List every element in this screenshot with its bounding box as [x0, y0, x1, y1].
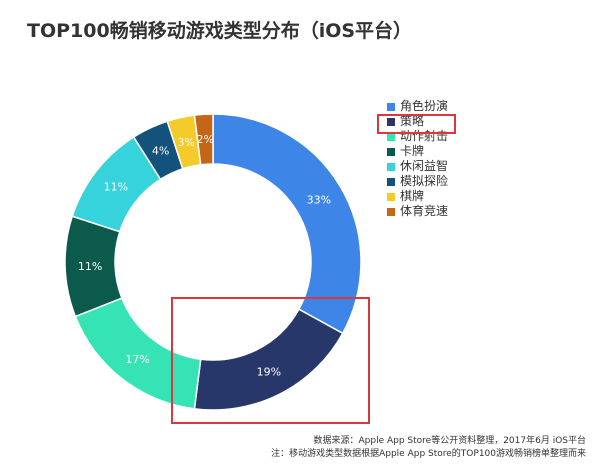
slice-label-0: 33%: [307, 193, 331, 206]
slice-label-6: 3%: [177, 136, 194, 149]
footer: 数据来源：Apple App Store等公开资料整理，2017年6月 iOS平…: [271, 435, 586, 461]
legend-item-3: 卡牌: [387, 144, 448, 159]
legend-swatch-3: [387, 147, 395, 156]
legend-item-6: 棋牌: [387, 189, 448, 204]
legend-swatch-6: [387, 192, 395, 201]
chart-title: TOP100畅销移动游戏类型分布（iOS平台）: [27, 20, 413, 42]
legend-item-0: 角色扮演: [387, 99, 448, 114]
slice-label-2: 17%: [125, 353, 149, 366]
slice-0: [212, 113, 362, 335]
legend-swatch-1: [387, 117, 395, 126]
slice-label-1: 19%: [257, 366, 281, 379]
legend-label-3: 卡牌: [400, 144, 425, 158]
legend-swatch-2: [387, 132, 395, 141]
legend-label-4: 休闲益智: [400, 159, 449, 173]
source-note: 数据来源：Apple App Store等公开资料整理，2017年6月 iOS平…: [313, 436, 586, 446]
slice-label-5: 4%: [152, 145, 169, 158]
legend-label-6: 棋牌: [400, 189, 425, 203]
legend-swatch-4: [387, 162, 395, 171]
legend-item-4: 休闲益智: [387, 159, 448, 174]
slice-label-4: 11%: [104, 181, 128, 194]
slice-7: [193, 113, 214, 166]
slice-label-7: 2%: [197, 133, 214, 146]
slice-label-3: 11%: [78, 260, 102, 273]
legend-label-5: 模拟探险: [400, 174, 449, 188]
legend-label-7: 体育竞速: [400, 204, 449, 218]
legend-label-0: 角色扮演: [400, 99, 449, 113]
legend-swatch-7: [387, 207, 395, 216]
legend-item-5: 模拟探险: [387, 174, 448, 189]
legend-label-1: 策略: [400, 114, 425, 128]
legend-swatch-5: [387, 177, 395, 186]
legend-swatch-0: [387, 102, 395, 111]
legend-item-7: 体育竞速: [387, 204, 448, 219]
footnote: 注：移动游戏类型数据根据Apple App Store的TOP100游戏畅销榜单…: [271, 449, 586, 459]
legend-item-1: 策略: [387, 114, 448, 129]
legend-highlight-box: [377, 114, 456, 134]
slice-highlight-box: [171, 297, 370, 424]
